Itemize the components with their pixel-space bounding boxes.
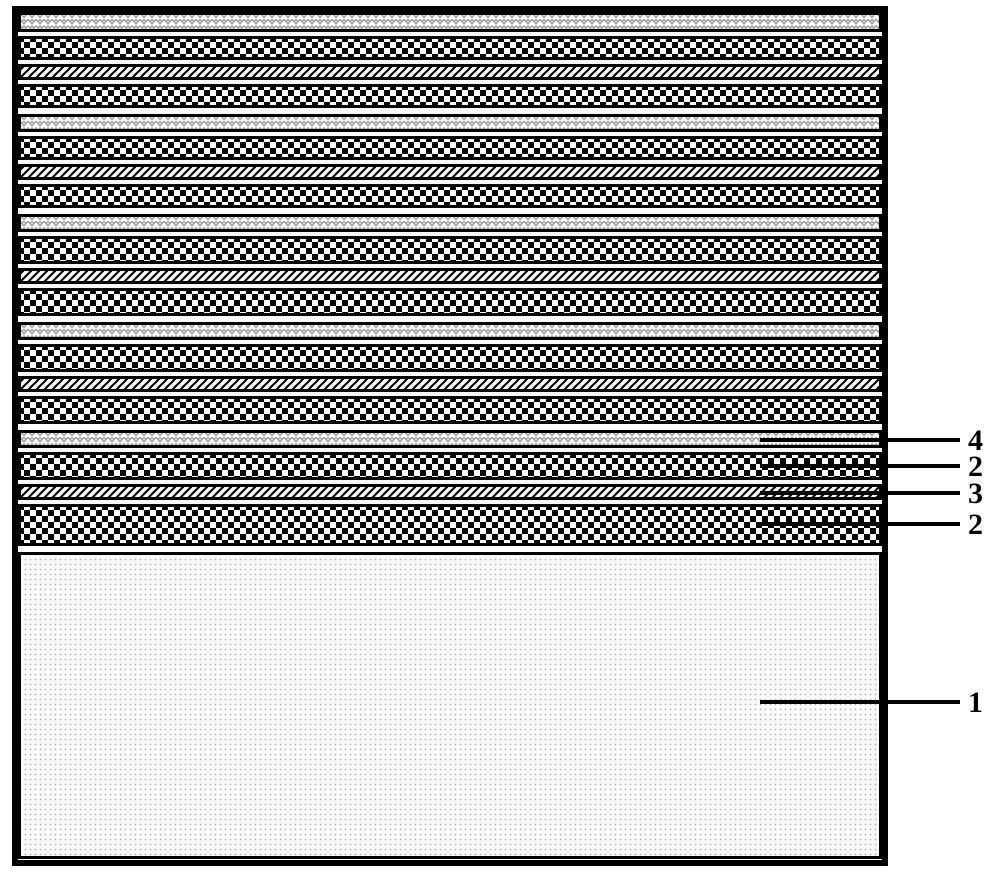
stack-layer-5-checker <box>18 136 882 160</box>
leader-line-4 <box>760 438 960 442</box>
callout-label-3: 3 <box>968 477 983 511</box>
stack-layer-17-checker <box>18 452 882 480</box>
stack-layer-8-zigzag <box>18 214 882 232</box>
stack-layer-9-checker <box>18 236 882 264</box>
callout-label-2: 2 <box>968 508 983 542</box>
stack-layer-3-checker <box>18 84 882 108</box>
leader-line-1 <box>760 700 960 704</box>
stack-layer-11-checker <box>18 288 882 316</box>
leader-line-2 <box>760 522 960 526</box>
stack-layer-19-checker <box>18 504 882 546</box>
callout-label-1: 1 <box>968 686 983 720</box>
stack-layer-14-hatch <box>18 376 882 392</box>
stack-layer-12-zigzag <box>18 322 882 340</box>
stack-layer-6-hatch <box>18 164 882 180</box>
substrate-layer <box>18 552 882 859</box>
stack-layer-18-hatch <box>18 484 882 500</box>
stack-layer-16-zigzag <box>18 430 882 448</box>
stack-layer-10-hatch <box>18 268 882 284</box>
stack-layer-7-checker <box>18 184 882 208</box>
stack-layer-0-zigzag <box>18 12 882 32</box>
stack-layer-2-hatch <box>18 64 882 80</box>
leader-line-3 <box>760 491 960 495</box>
stack-layer-15-checker <box>18 396 882 424</box>
stack-layer-13-checker <box>18 344 882 372</box>
leader-line-2 <box>760 464 960 468</box>
diagram-stage: 42321 <box>0 0 1000 873</box>
stack-layer-4-zigzag <box>18 114 882 132</box>
stack-layer-1-checker <box>18 36 882 60</box>
